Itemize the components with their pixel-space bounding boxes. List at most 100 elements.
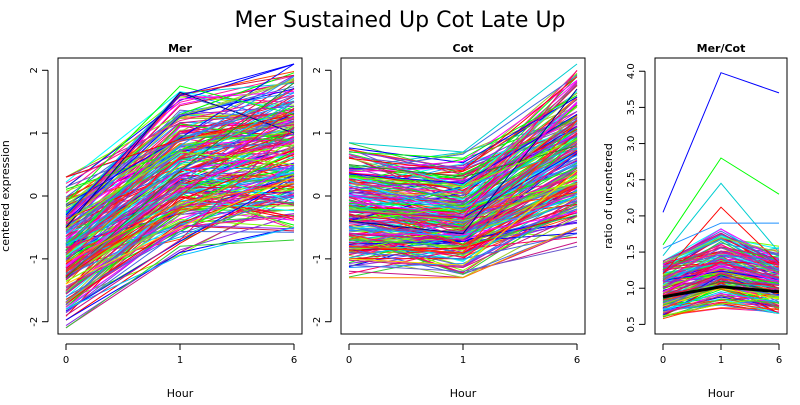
x-tick-label: 1 [460, 355, 466, 366]
series-line-6 [65, 76, 295, 235]
series-line-16 [65, 226, 295, 310]
y-tick-label: 0.5 [626, 316, 637, 332]
series-line-20 [662, 296, 780, 317]
series-line-8 [348, 164, 578, 210]
x-axis-label: Hour [708, 387, 735, 400]
series-line [65, 96, 295, 189]
y-tick-label: 2.0 [626, 208, 637, 224]
y-axis-label: centered expression [0, 140, 12, 252]
series-line-19 [662, 276, 780, 309]
y-tick-label: 3.0 [626, 136, 637, 152]
series-line [662, 251, 780, 289]
series-line [65, 193, 295, 303]
x-tick-label: 0 [63, 355, 69, 366]
mean-line [662, 285, 780, 299]
series-line-12 [65, 176, 295, 285]
series-line [65, 178, 295, 249]
series-line-4 [662, 206, 780, 275]
y-tick-label: 1 [312, 130, 323, 136]
series-line-22 [65, 182, 295, 263]
series-line [65, 63, 295, 188]
series-lines [65, 63, 295, 329]
series-line [348, 208, 578, 268]
series-line [662, 263, 780, 274]
series-line-13 [348, 195, 578, 238]
series-line-7 [65, 101, 295, 247]
series-line-3 [662, 182, 780, 257]
series-line-5 [662, 222, 779, 249]
series-line [662, 281, 780, 296]
y-tick-label: -2 [312, 317, 323, 327]
series-line-15 [65, 145, 295, 304]
series-line-16 [662, 298, 780, 318]
series-line [348, 151, 578, 215]
series-line [348, 127, 578, 206]
series-line [348, 116, 578, 182]
plot-frame [654, 57, 788, 335]
series-line [348, 92, 578, 189]
series-line [348, 151, 578, 199]
series-lines [348, 63, 578, 279]
series-line [348, 120, 578, 193]
panel-title: Mer [168, 42, 192, 55]
x-axis-label: Hour [450, 387, 477, 400]
series-lines [662, 72, 780, 320]
y-tick-label: -1 [29, 254, 40, 264]
series-line-14 [348, 151, 578, 241]
y-axis-label: ratio of uncentered [602, 143, 615, 249]
y-tick-label: 3.5 [626, 99, 637, 115]
series-line [65, 225, 295, 300]
series-line [348, 167, 578, 212]
series-line-3 [65, 85, 295, 203]
series-line-12 [662, 284, 780, 304]
y-tick-label: 1.0 [626, 280, 637, 296]
series-line [65, 186, 295, 268]
series-line [65, 131, 295, 220]
x-tick-label: 6 [574, 355, 580, 366]
x-tick-label: 0 [660, 355, 666, 366]
series-line-18 [348, 170, 578, 266]
series-line [65, 176, 295, 312]
series-line-7 [348, 126, 578, 203]
series-line-8 [662, 255, 780, 289]
series-line [348, 215, 578, 269]
series-line-1 [348, 63, 578, 153]
series-line [65, 130, 295, 254]
series-line [65, 154, 295, 278]
series-line [65, 185, 295, 277]
series-line [65, 74, 295, 218]
y-tick-label: 2 [312, 67, 323, 73]
series-line [662, 230, 780, 264]
series-line [65, 185, 295, 293]
series-line-5 [65, 91, 295, 228]
series-line [348, 181, 578, 260]
figure-title: Mer Sustained Up Cot Late Up [234, 8, 565, 33]
series-line-14 [65, 195, 295, 298]
series-line-3 [348, 76, 578, 172]
panel-title: Cot [453, 42, 474, 55]
series-line-2 [348, 94, 578, 159]
series-line-21 [65, 151, 295, 222]
x-axis-label: Hour [167, 387, 194, 400]
series-line-10 [65, 157, 295, 272]
series-line [65, 88, 295, 222]
series-line-19 [65, 88, 295, 253]
series-line [348, 211, 578, 251]
series-line [348, 135, 578, 190]
series-line-21 [348, 69, 578, 219]
series-line [65, 122, 295, 248]
series-line-7 [662, 244, 780, 282]
series-line-13 [65, 107, 295, 291]
series-line-10 [348, 182, 578, 222]
series-line [348, 183, 578, 223]
series-line [662, 240, 780, 278]
series-line-20 [349, 226, 578, 279]
chart-panel-1: Mer 0 1 6 Hour -2 -1 0 1 2 centered expression [0, 42, 303, 400]
series-line-4 [65, 63, 295, 216]
series-line [65, 90, 295, 221]
x-tick-label: 0 [346, 355, 352, 366]
series-line [348, 193, 578, 261]
series-line-4 [348, 145, 578, 178]
series-line [65, 178, 295, 321]
